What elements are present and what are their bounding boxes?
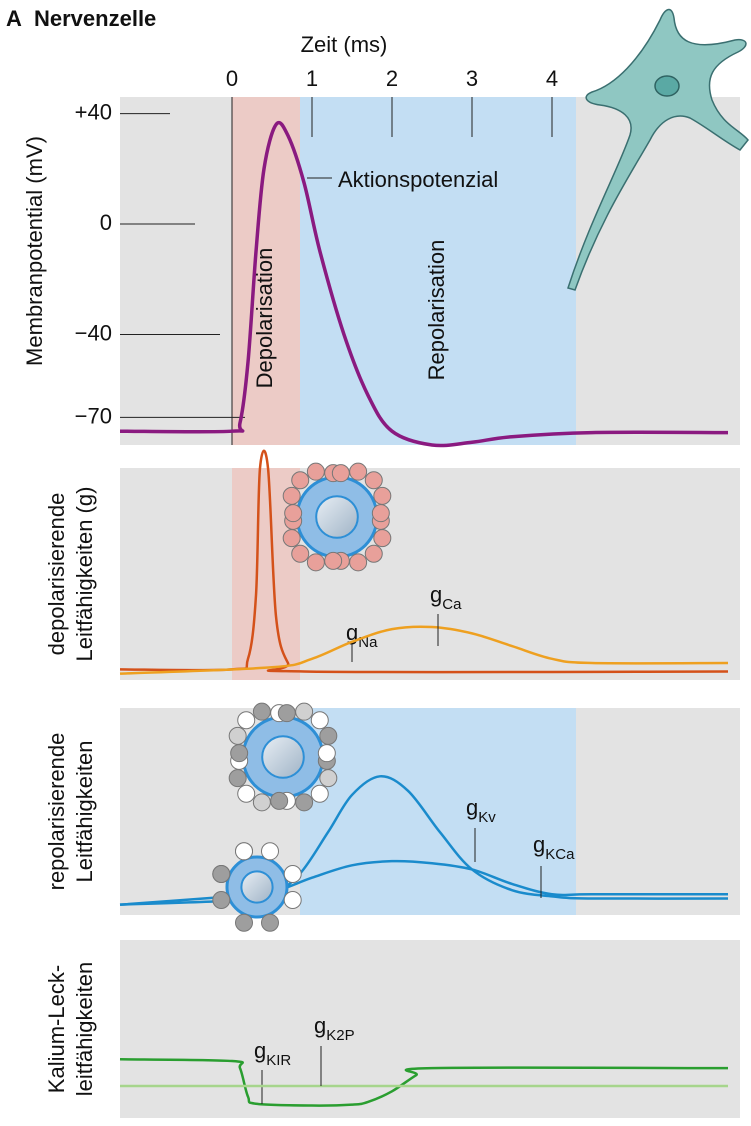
channel-subunit — [284, 891, 301, 908]
figure: A Nervenzelle DepolarisationRepolarisati… — [0, 0, 751, 1126]
x-tick-label: 4 — [546, 66, 558, 91]
legend-main: g — [254, 1038, 266, 1063]
y-axis-label: leitfähigkeiten — [72, 962, 97, 1097]
channel-subunit — [296, 794, 313, 811]
channel-pore — [241, 871, 272, 902]
channel-subunit — [278, 705, 295, 722]
channel-subunit — [236, 914, 253, 931]
channel-subunit — [318, 745, 335, 762]
channel-subunit — [231, 745, 248, 762]
channel-subunit — [365, 545, 382, 562]
page: A Nervenzelle DepolarisationRepolarisati… — [0, 0, 751, 1126]
channel-subunit — [238, 712, 255, 729]
channel-pore — [262, 736, 304, 778]
y-axis-label: Membranpotential (mV) — [22, 136, 47, 366]
channel-subunit — [320, 727, 337, 744]
channel-subunit — [283, 487, 300, 504]
y-axis-label: Leitfähigkeiten — [72, 741, 97, 883]
legend-sub: K2P — [326, 1027, 354, 1044]
channel-subunit — [325, 552, 342, 569]
channel-subunit — [311, 712, 328, 729]
channel-subunit — [213, 866, 230, 883]
legend-main: g — [430, 582, 442, 607]
x-tick-label: 0 — [226, 66, 238, 91]
channel-subunit — [229, 727, 246, 744]
plot-background — [120, 468, 740, 680]
channel-subunit — [229, 770, 246, 787]
legend-main: g — [466, 795, 478, 820]
channel-subunit — [253, 703, 270, 720]
channel-subunit — [213, 891, 230, 908]
channel-subunit — [236, 843, 253, 860]
x-axis-label: Zeit (ms) — [301, 32, 388, 57]
channel-subunit — [372, 505, 389, 522]
channel-subunit — [311, 785, 328, 802]
channel-subunit — [292, 545, 309, 562]
phase-label: Repolarisation — [424, 240, 449, 381]
channel-subunit — [365, 472, 382, 489]
y-tick-label: −70 — [75, 403, 112, 428]
channel-subunit — [350, 463, 367, 480]
channel-subunit — [283, 530, 300, 547]
x-tick-label: 1 — [306, 66, 318, 91]
figure-title: Nervenzelle — [34, 6, 156, 31]
channel-subunit — [350, 554, 367, 571]
channel-subunit — [320, 770, 337, 787]
channel-subunit — [271, 792, 288, 809]
y-axis-label: repolarisierende — [44, 733, 69, 891]
channel-subunit — [374, 487, 391, 504]
y-axis-label: Kalium-Leck- — [44, 965, 69, 1093]
channel-subunit — [238, 785, 255, 802]
legend-sub: KCa — [545, 846, 575, 863]
y-axis-label: depolarisierende — [44, 493, 69, 656]
channel-subunit — [284, 866, 301, 883]
legend-sub: KIR — [266, 1052, 291, 1069]
channel-subunit — [285, 505, 302, 522]
channel-subunit — [307, 463, 324, 480]
y-axis-label: Leitfähigkeiten (g) — [72, 487, 97, 662]
annotation: Aktionspotenzial — [338, 167, 498, 192]
y-tick-label: −40 — [75, 321, 112, 346]
x-tick-label: 3 — [466, 66, 478, 91]
channel-subunit — [253, 794, 270, 811]
panel-label: A — [6, 6, 22, 31]
legend-main: g — [314, 1013, 326, 1038]
x-tick-label: 2 — [386, 66, 398, 91]
channel-subunit — [292, 472, 309, 489]
channel-subunit — [261, 914, 278, 931]
channel-subunit — [261, 843, 278, 860]
channel-subunit — [374, 530, 391, 547]
y-tick-label: 0 — [100, 210, 112, 235]
y-tick-label: +40 — [75, 100, 112, 125]
channel-subunit — [307, 554, 324, 571]
channel-subunit — [296, 703, 313, 720]
legend-sub: Ca — [442, 596, 462, 613]
plot-background — [120, 940, 740, 1118]
legend-sub: Kv — [478, 809, 496, 826]
channel-pore — [316, 496, 358, 538]
channel-subunit — [332, 465, 349, 482]
legend-main: g — [533, 832, 545, 857]
